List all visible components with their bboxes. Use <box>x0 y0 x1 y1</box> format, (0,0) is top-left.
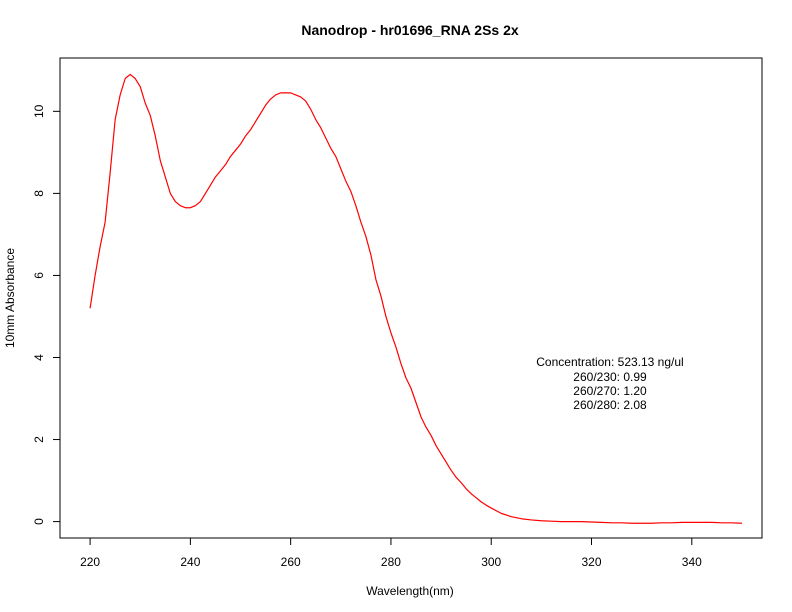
annotation-260-270: 260/270: 1.20 <box>573 384 647 398</box>
absorbance-series-line <box>89 73 742 524</box>
x-tick-label: 260 <box>281 555 301 569</box>
y-axis-label: 10mm Absorbance <box>3 248 17 348</box>
x-tick-label: 220 <box>80 555 100 569</box>
y-tick-label: 8 <box>32 190 46 197</box>
annotation-concentration: Concentration: 523.13 ng/ul <box>536 355 683 369</box>
y-tick-label: 0 <box>32 518 46 525</box>
x-tick-label: 280 <box>381 555 401 569</box>
annotation-block: Concentration: 523.13 ng/ul 260/230: 0.9… <box>536 355 683 412</box>
y-tick-label: 2 <box>32 436 46 443</box>
y-tick-label: 10 <box>32 104 46 118</box>
x-tick-label: 320 <box>581 555 601 569</box>
x-tick-label: 340 <box>682 555 702 569</box>
annotation-260-280: 260/280: 2.08 <box>573 398 647 412</box>
plot-frame <box>59 57 763 539</box>
y-tick-label: 4 <box>32 354 46 361</box>
x-tick-label: 300 <box>481 555 501 569</box>
chart-title: Nanodrop - hr01696_RNA 2Ss 2x <box>301 22 519 38</box>
x-tick-label: 240 <box>180 555 200 569</box>
x-axis: 220 240 260 280 300 320 340 <box>80 537 702 569</box>
y-axis: 0 2 4 6 8 10 <box>32 104 61 525</box>
series-layer <box>89 73 742 524</box>
y-tick-label: 6 <box>32 272 46 279</box>
annotation-260-230: 260/230: 0.99 <box>573 370 647 384</box>
x-axis-label: Wavelength(nm) <box>366 584 454 598</box>
